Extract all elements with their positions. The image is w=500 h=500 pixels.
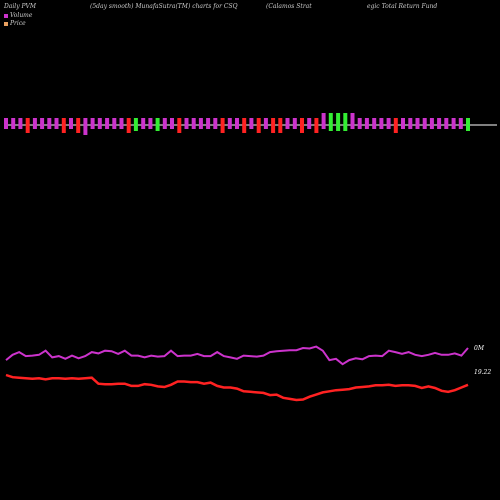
volume-bar bbox=[401, 118, 405, 129]
volume-bar bbox=[314, 118, 319, 133]
volume-bar bbox=[105, 118, 110, 129]
volume-bar bbox=[227, 118, 232, 129]
volume-bar bbox=[300, 118, 304, 133]
volume-bar bbox=[292, 118, 297, 129]
volume-bar bbox=[61, 118, 66, 133]
volume-bar bbox=[90, 118, 95, 129]
volume-bar bbox=[148, 118, 153, 129]
volume-last-label: 0M bbox=[474, 345, 485, 352]
legend-price-swatch bbox=[4, 21, 8, 26]
legend-price: Price bbox=[4, 20, 26, 27]
volume-bar bbox=[47, 118, 52, 129]
volume-bar bbox=[213, 118, 218, 129]
volume-bar bbox=[54, 118, 59, 129]
volume-bar bbox=[343, 113, 348, 131]
volume-bar bbox=[76, 118, 81, 133]
volume-bar bbox=[379, 118, 384, 129]
volume-bar bbox=[133, 118, 138, 131]
legend-price-label: Price bbox=[10, 20, 26, 27]
volume-bar bbox=[408, 118, 413, 129]
volume-bar bbox=[40, 118, 45, 129]
volume-bar bbox=[177, 118, 182, 133]
volume-bar bbox=[437, 118, 442, 129]
volume-bar bbox=[112, 118, 117, 129]
volume-bar bbox=[69, 118, 73, 129]
volume-line bbox=[5, 345, 469, 366]
volume-bar bbox=[220, 118, 225, 133]
volume-bar bbox=[141, 118, 146, 129]
price-last-label: 19.22 bbox=[474, 369, 491, 376]
volume-bar bbox=[321, 113, 326, 129]
volume-bar bbox=[119, 118, 124, 129]
volume-bar bbox=[422, 118, 427, 129]
volume-bar bbox=[191, 118, 196, 129]
volume-bar bbox=[155, 118, 160, 131]
volume-bar bbox=[184, 118, 189, 129]
volume-bar bbox=[444, 118, 449, 129]
volume-bar bbox=[235, 118, 239, 129]
volume-bar bbox=[429, 118, 434, 129]
volume-bar bbox=[4, 118, 8, 129]
volume-bar bbox=[32, 118, 37, 129]
volume-bar bbox=[83, 118, 88, 135]
volume-bar bbox=[11, 118, 16, 129]
volume-bar bbox=[242, 118, 247, 133]
header-mid2: (Calamos Strat bbox=[266, 3, 312, 10]
volume-bar bbox=[18, 118, 23, 129]
volume-bar bbox=[386, 118, 391, 129]
header-right: egic Total Return Fund bbox=[367, 3, 438, 10]
volume-bar bbox=[25, 118, 30, 133]
volume-bar bbox=[393, 118, 398, 133]
volume-bar bbox=[357, 118, 362, 129]
volume-bar bbox=[451, 118, 456, 129]
volume-bar bbox=[350, 113, 355, 129]
legend-volume-swatch bbox=[4, 13, 8, 18]
volume-bar bbox=[263, 118, 268, 129]
header-left: Daily PVM bbox=[4, 3, 37, 10]
volume-bar bbox=[285, 118, 290, 129]
volume-bar bbox=[162, 118, 167, 129]
volume-bar bbox=[170, 118, 174, 129]
volume-bar bbox=[198, 118, 203, 129]
legend-volume: Volume bbox=[4, 12, 32, 19]
volume-bar bbox=[466, 118, 470, 131]
volume-bar bbox=[126, 118, 131, 133]
header-mid1: (5day smooth) MunafaSutra(TM) charts for… bbox=[90, 3, 238, 10]
volume-bar bbox=[415, 118, 420, 129]
volume-bar bbox=[256, 118, 261, 133]
volume-bars bbox=[4, 113, 470, 135]
legend-volume-label: Volume bbox=[10, 12, 33, 19]
volume-bar bbox=[364, 118, 369, 129]
volume-bar bbox=[458, 118, 463, 129]
volume-bar bbox=[307, 118, 312, 129]
volume-bar bbox=[206, 118, 211, 129]
volume-bar bbox=[278, 118, 283, 133]
volume-bar bbox=[328, 113, 333, 131]
volume-bar bbox=[249, 118, 254, 129]
volume-bar bbox=[372, 118, 377, 129]
volume-bar bbox=[97, 118, 102, 129]
volume-bar bbox=[336, 113, 341, 131]
price-line bbox=[5, 373, 469, 402]
volume-bar bbox=[271, 118, 276, 133]
